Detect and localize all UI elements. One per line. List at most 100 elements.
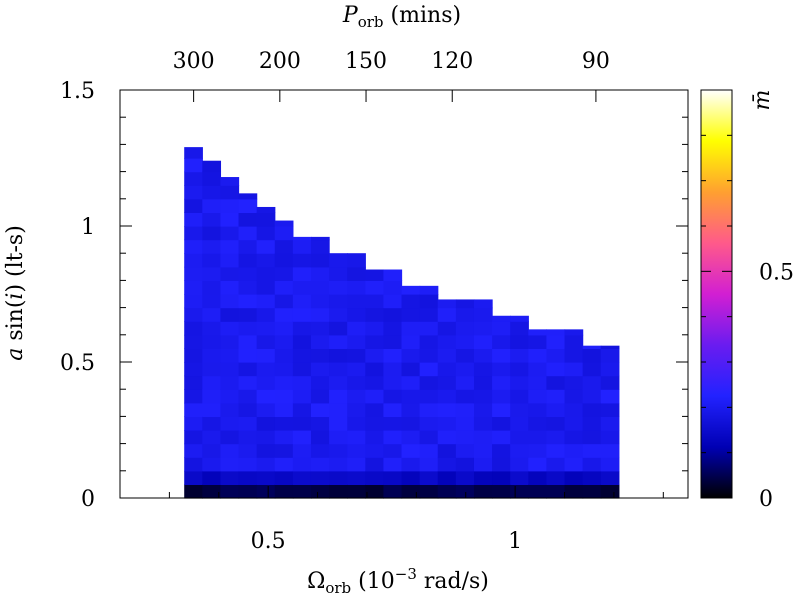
heatmap-cell <box>455 484 475 499</box>
heatmap-cell <box>600 345 620 349</box>
heatmap-cell <box>365 362 385 377</box>
heatmap-cell <box>401 470 421 485</box>
heatmap-cell <box>256 375 276 390</box>
heatmap-cell <box>184 147 203 159</box>
heatmap-cell <box>202 171 222 186</box>
heatmap-cell <box>437 402 457 417</box>
heatmap-cell <box>564 402 584 417</box>
heatmap-cell <box>184 226 203 241</box>
heatmap-cell <box>473 321 493 336</box>
heatmap-cell <box>564 430 584 445</box>
heatmap-cell <box>582 362 602 377</box>
heatmap-cell <box>238 294 258 309</box>
heatmap-cell <box>292 362 312 377</box>
heatmap-cell <box>202 389 222 404</box>
heatmap-cell <box>220 198 240 213</box>
heatmap-cell <box>310 239 330 254</box>
heatmap-cell <box>383 402 403 417</box>
heatmap-cell <box>184 294 203 309</box>
heatmap-cell <box>437 430 457 445</box>
heatmap-cell <box>582 345 602 349</box>
y-tick-label: 1 <box>81 215 95 240</box>
heatmap-cell <box>256 321 276 336</box>
heatmap-cell <box>347 348 366 363</box>
heatmap-cell <box>383 294 403 309</box>
heatmap-cell <box>292 470 312 485</box>
heatmap-cell <box>419 484 439 499</box>
heatmap-cell <box>202 362 222 377</box>
heatmap-cell <box>220 443 240 458</box>
heatmap-cell <box>202 160 222 173</box>
heatmap-cell <box>274 484 294 499</box>
heatmap-cell <box>202 239 222 254</box>
heatmap-cell <box>401 389 421 404</box>
heatmap-cell <box>238 402 258 417</box>
heatmap-cell <box>220 348 240 363</box>
heatmap-cell <box>582 416 602 431</box>
heatmap-cell <box>256 307 276 322</box>
x-tick-label: 0.5 <box>251 529 286 554</box>
heatmap-cell <box>184 362 203 377</box>
heatmap-cell <box>564 348 584 363</box>
heatmap-cell <box>347 253 366 268</box>
heatmap-cell <box>274 226 294 241</box>
heatmap-cell <box>256 402 276 417</box>
heatmap-cell <box>329 416 348 431</box>
heatmap-cell <box>274 402 294 417</box>
heatmap-cell <box>600 389 620 404</box>
heatmap-cell <box>310 348 330 363</box>
heatmap-cell <box>347 362 366 377</box>
heatmap-cell <box>292 321 312 336</box>
heatmap-cell <box>256 294 276 309</box>
heatmap-cell <box>202 198 222 213</box>
heatmap-cell <box>238 430 258 445</box>
heatmap-cell <box>383 334 403 349</box>
heatmap-cell <box>274 416 294 431</box>
heatmap-cell <box>238 193 258 200</box>
heatmap-cell <box>546 470 566 485</box>
heatmap-cell <box>473 402 493 417</box>
heatmap-cell <box>274 334 294 349</box>
heatmap-cell <box>546 402 566 417</box>
heatmap-cell <box>310 389 330 404</box>
heatmap-cell <box>238 226 258 241</box>
heatmap-cell <box>383 484 403 499</box>
heatmap-cell <box>582 402 602 417</box>
heatmap-cell <box>184 158 203 173</box>
heatmap-cell <box>184 470 203 485</box>
heatmap-cell <box>329 253 348 268</box>
heatmap-cell <box>437 299 457 309</box>
heatmap-cell <box>473 484 493 499</box>
heatmap-cell <box>256 334 276 349</box>
heatmap-cell <box>582 443 602 458</box>
heatmap-cell <box>220 402 240 417</box>
heatmap-cell <box>564 362 584 377</box>
heatmap-cell <box>274 457 294 472</box>
heatmap-cell <box>202 430 222 445</box>
heatmap-cell <box>473 457 493 472</box>
heatmap-cell <box>202 457 222 472</box>
heatmap-cell <box>401 348 421 363</box>
heatmap-cell <box>347 294 366 309</box>
heatmap-cell <box>256 348 276 363</box>
heatmap-cell <box>419 443 439 458</box>
heatmap-cell <box>256 206 276 213</box>
heatmap-cell <box>202 321 222 336</box>
heatmap-cell <box>256 362 276 377</box>
heatmap-cell <box>184 443 203 458</box>
heatmap-cell <box>365 280 385 295</box>
heatmap-cell <box>238 212 258 227</box>
heatmap-cell <box>220 280 240 295</box>
heatmap-cell <box>220 484 240 499</box>
heatmap-cell <box>546 329 566 336</box>
heatmap-cell <box>365 375 385 390</box>
heatmap-cell <box>220 212 240 227</box>
heatmap-cell <box>419 402 439 417</box>
heatmap-cell <box>564 443 584 458</box>
heatmap-cell <box>528 389 548 404</box>
heatmap-cell <box>292 280 312 295</box>
heatmap-cell <box>256 389 276 404</box>
axes: 0.5 1 0 0.5 1 1.5 300 200 150 120 90 <box>60 49 688 554</box>
heatmap-cell <box>510 457 529 472</box>
